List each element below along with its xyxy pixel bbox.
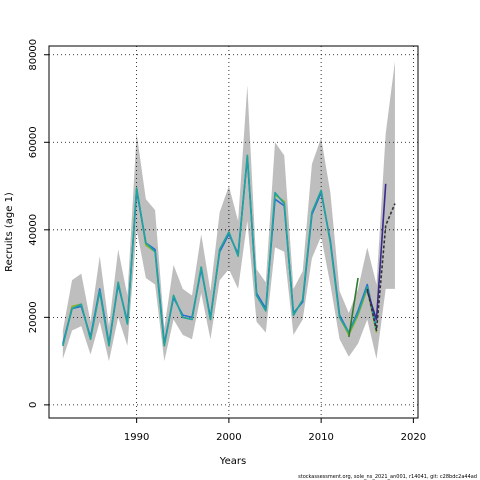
y-tick-label: 80000: [28, 39, 39, 71]
series-layer: [62, 154, 396, 347]
y-tick-label: 20000: [28, 301, 39, 333]
y-tick-label: 40000: [28, 214, 39, 246]
y-tick-label: 0: [28, 402, 39, 408]
axis-layer: 1990 2000 2010 2020 0 20000 40000 60000 80000: [28, 39, 426, 443]
x-tick-label: 2000: [216, 432, 241, 443]
y-axis-title: Recruits (age 1): [4, 192, 15, 272]
x-tick-label: 2020: [401, 432, 426, 443]
x-axis-title: Years: [219, 456, 246, 467]
grid-layer: [49, 46, 418, 418]
series-line-6: [366, 203, 396, 332]
y-tick-label: 60000: [28, 126, 39, 158]
series-line-3: [62, 154, 378, 347]
x-tick-label: 2010: [308, 432, 333, 443]
x-tick-label: 1990: [124, 432, 149, 443]
confidence-band-layer: [62, 61, 395, 362]
series-line-4: [348, 277, 359, 338]
plot-frame: [48, 45, 419, 419]
confidence-band: [62, 61, 395, 362]
footer-credit: stockassessment.org, sole_ns_2021_an001,…: [298, 474, 477, 480]
